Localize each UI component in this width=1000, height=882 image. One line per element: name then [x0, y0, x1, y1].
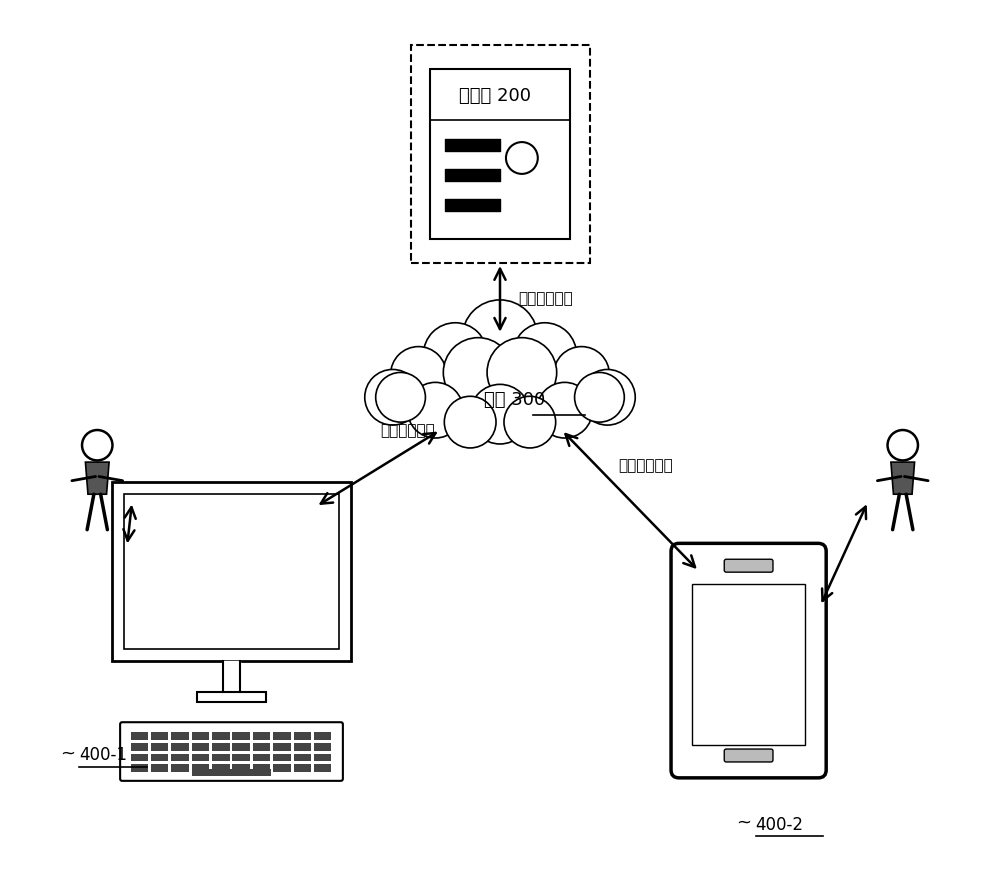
FancyBboxPatch shape	[724, 749, 773, 762]
Circle shape	[580, 370, 635, 425]
Circle shape	[444, 396, 496, 448]
Circle shape	[443, 338, 513, 407]
FancyBboxPatch shape	[171, 732, 189, 740]
FancyBboxPatch shape	[411, 44, 590, 263]
Text: ~: ~	[736, 813, 751, 832]
Polygon shape	[85, 462, 109, 494]
FancyBboxPatch shape	[131, 732, 148, 740]
FancyBboxPatch shape	[212, 764, 230, 772]
Text: 虚拟场景数据: 虚拟场景数据	[381, 423, 435, 438]
FancyBboxPatch shape	[124, 494, 339, 648]
Text: 400-2: 400-2	[756, 816, 804, 833]
FancyBboxPatch shape	[171, 743, 189, 751]
FancyBboxPatch shape	[212, 743, 230, 751]
FancyBboxPatch shape	[294, 753, 311, 761]
FancyBboxPatch shape	[131, 764, 148, 772]
FancyBboxPatch shape	[232, 753, 250, 761]
Circle shape	[504, 396, 556, 448]
Text: 400-1: 400-1	[79, 746, 127, 764]
Text: 虚拟场景数据: 虚拟场景数据	[518, 291, 573, 306]
FancyBboxPatch shape	[273, 764, 291, 772]
Circle shape	[554, 347, 609, 402]
Polygon shape	[891, 462, 915, 494]
FancyBboxPatch shape	[131, 753, 148, 761]
Circle shape	[391, 347, 446, 402]
FancyBboxPatch shape	[232, 732, 250, 740]
FancyBboxPatch shape	[212, 753, 230, 761]
FancyBboxPatch shape	[171, 753, 189, 761]
FancyBboxPatch shape	[314, 753, 331, 761]
Circle shape	[888, 430, 918, 460]
FancyBboxPatch shape	[724, 559, 773, 572]
FancyBboxPatch shape	[120, 722, 343, 781]
FancyBboxPatch shape	[273, 732, 291, 740]
FancyBboxPatch shape	[212, 732, 230, 740]
Circle shape	[376, 372, 425, 422]
FancyBboxPatch shape	[171, 764, 189, 772]
FancyBboxPatch shape	[253, 764, 270, 772]
Text: 服务器 200: 服务器 200	[459, 87, 531, 105]
Text: 虚拟场景数据: 虚拟场景数据	[618, 458, 673, 473]
Circle shape	[408, 383, 463, 438]
FancyBboxPatch shape	[314, 732, 331, 740]
FancyBboxPatch shape	[192, 743, 209, 751]
Text: 网络 300: 网络 300	[484, 392, 546, 409]
FancyBboxPatch shape	[273, 753, 291, 761]
FancyBboxPatch shape	[671, 543, 826, 778]
Circle shape	[470, 385, 530, 444]
FancyBboxPatch shape	[253, 732, 270, 740]
Circle shape	[462, 300, 538, 376]
FancyBboxPatch shape	[151, 743, 168, 751]
FancyBboxPatch shape	[131, 743, 148, 751]
FancyBboxPatch shape	[192, 732, 209, 740]
FancyBboxPatch shape	[192, 753, 209, 761]
FancyBboxPatch shape	[112, 482, 351, 661]
FancyBboxPatch shape	[253, 753, 270, 761]
Circle shape	[423, 323, 487, 386]
FancyBboxPatch shape	[314, 764, 331, 772]
FancyBboxPatch shape	[192, 769, 271, 776]
FancyBboxPatch shape	[294, 732, 311, 740]
Circle shape	[537, 383, 592, 438]
Circle shape	[365, 370, 420, 425]
FancyBboxPatch shape	[232, 743, 250, 751]
FancyBboxPatch shape	[430, 69, 570, 239]
FancyBboxPatch shape	[192, 764, 209, 772]
FancyBboxPatch shape	[151, 764, 168, 772]
FancyBboxPatch shape	[253, 743, 270, 751]
FancyBboxPatch shape	[314, 743, 331, 751]
Circle shape	[513, 323, 577, 386]
FancyBboxPatch shape	[232, 764, 250, 772]
Text: ~: ~	[60, 744, 75, 762]
Circle shape	[575, 372, 624, 422]
Circle shape	[82, 430, 112, 460]
FancyBboxPatch shape	[294, 743, 311, 751]
FancyBboxPatch shape	[197, 692, 266, 702]
Circle shape	[487, 338, 557, 407]
FancyBboxPatch shape	[273, 743, 291, 751]
FancyBboxPatch shape	[151, 753, 168, 761]
FancyBboxPatch shape	[294, 764, 311, 772]
FancyBboxPatch shape	[692, 584, 805, 745]
FancyBboxPatch shape	[151, 732, 168, 740]
